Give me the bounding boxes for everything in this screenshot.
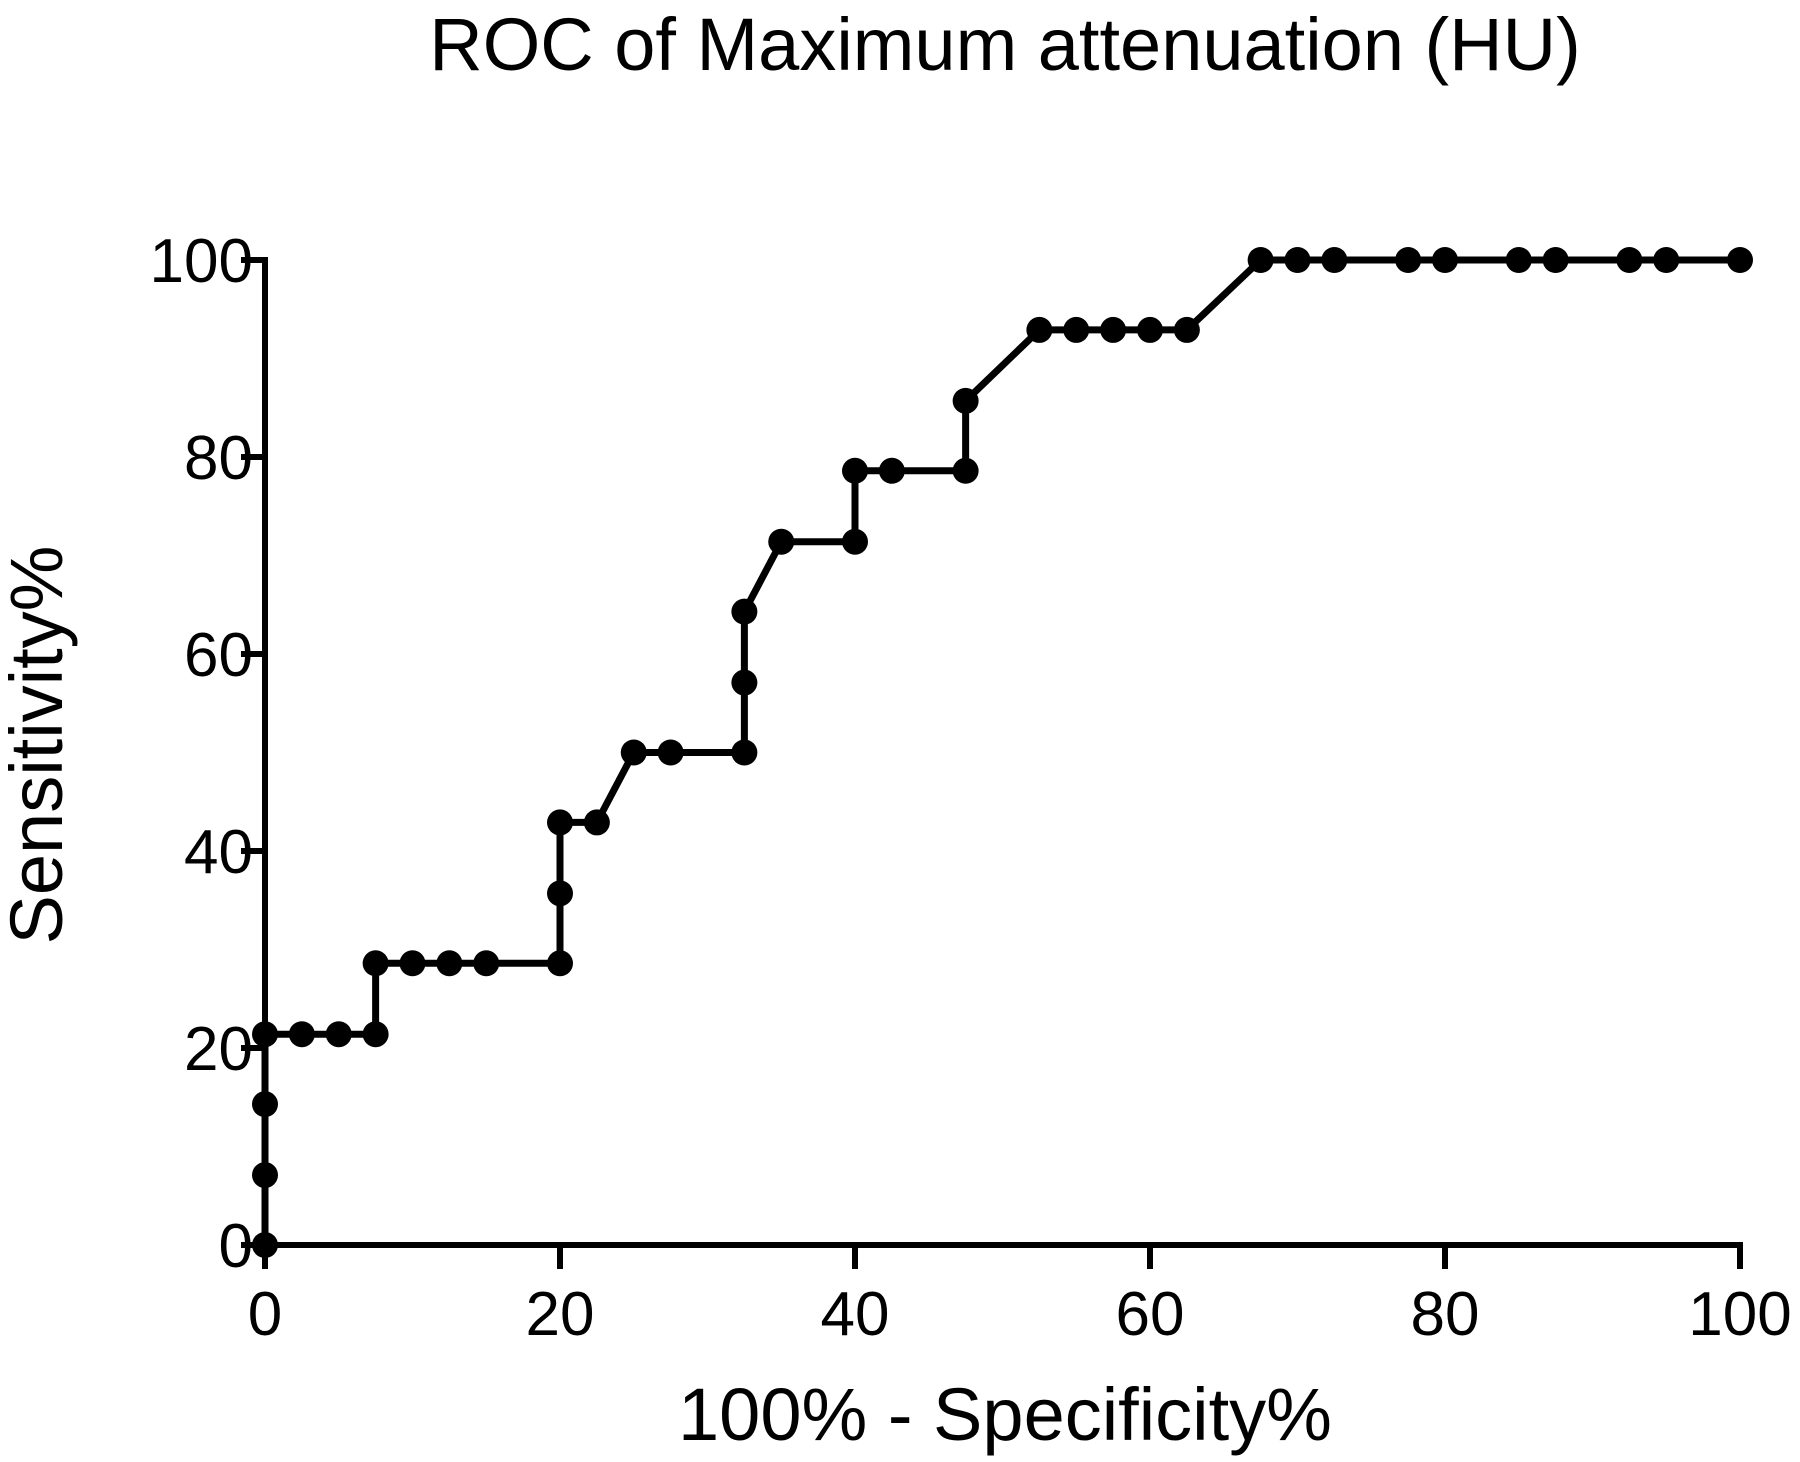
roc-point [399, 950, 426, 977]
roc-point [878, 457, 905, 484]
roc-point [1063, 316, 1090, 343]
roc-point [842, 528, 868, 555]
roc-point [620, 739, 647, 766]
roc-point [952, 387, 979, 414]
roc-point [1727, 247, 1753, 273]
roc-point [362, 1021, 389, 1048]
roc-point [731, 739, 758, 766]
roc-point [473, 950, 500, 977]
y-tick-label: 0 [219, 1212, 253, 1281]
roc-point [1026, 316, 1053, 343]
series [252, 247, 1753, 1258]
roc-point [288, 1021, 315, 1048]
roc-point [547, 880, 573, 907]
roc-point [547, 809, 573, 836]
roc-point [731, 598, 758, 625]
roc-point [1395, 247, 1422, 273]
roc-point [1542, 247, 1569, 273]
roc-point [1505, 247, 1532, 273]
roc-point [252, 1021, 278, 1048]
x-tick-label: 80 [1411, 1280, 1480, 1349]
roc-point [731, 669, 758, 696]
roc-point [1321, 247, 1348, 273]
x-tick-label: 100 [1688, 1280, 1791, 1349]
roc-point [1137, 316, 1163, 343]
y-tick-label: 60 [184, 621, 253, 690]
axes [262, 257, 1743, 1248]
roc-point [252, 1162, 278, 1189]
roc-point [252, 1091, 278, 1118]
roc-line [261, 256, 1744, 1249]
x-axis-label: 100% - Specificity% [678, 1373, 1332, 1456]
roc-point [842, 457, 868, 484]
roc-point [436, 950, 463, 977]
roc-point [952, 457, 979, 484]
roc-point [657, 739, 684, 766]
roc-point [362, 950, 389, 977]
x-tick-label: 60 [1116, 1280, 1185, 1349]
roc-point [252, 1232, 278, 1258]
roc-point [1653, 247, 1680, 273]
y-tick-label: 80 [184, 424, 253, 493]
x-tick-label: 40 [821, 1280, 890, 1349]
y-tick-label: 20 [184, 1015, 253, 1084]
ticks: 0 20 40 60 80 100 0 20 40 60 80 100 [150, 227, 1792, 1349]
roc-point [1616, 247, 1643, 273]
roc-point [768, 528, 795, 555]
roc-point [1247, 247, 1274, 273]
roc-point [583, 809, 610, 836]
roc-point [325, 1021, 352, 1048]
y-tick-label: 100 [150, 227, 253, 296]
y-tick-label: 40 [184, 818, 253, 887]
x-tick-label: 0 [248, 1280, 282, 1349]
roc-point [1100, 316, 1127, 343]
y-axis-label: Sensitivity% [0, 546, 78, 945]
roc-point [1432, 247, 1458, 273]
roc-point [1173, 316, 1200, 343]
roc-point [1284, 247, 1311, 273]
x-tick-label: 20 [526, 1280, 595, 1349]
chart-title: ROC of Maximum attenuation (HU) [429, 3, 1580, 86]
roc-point [547, 950, 573, 977]
